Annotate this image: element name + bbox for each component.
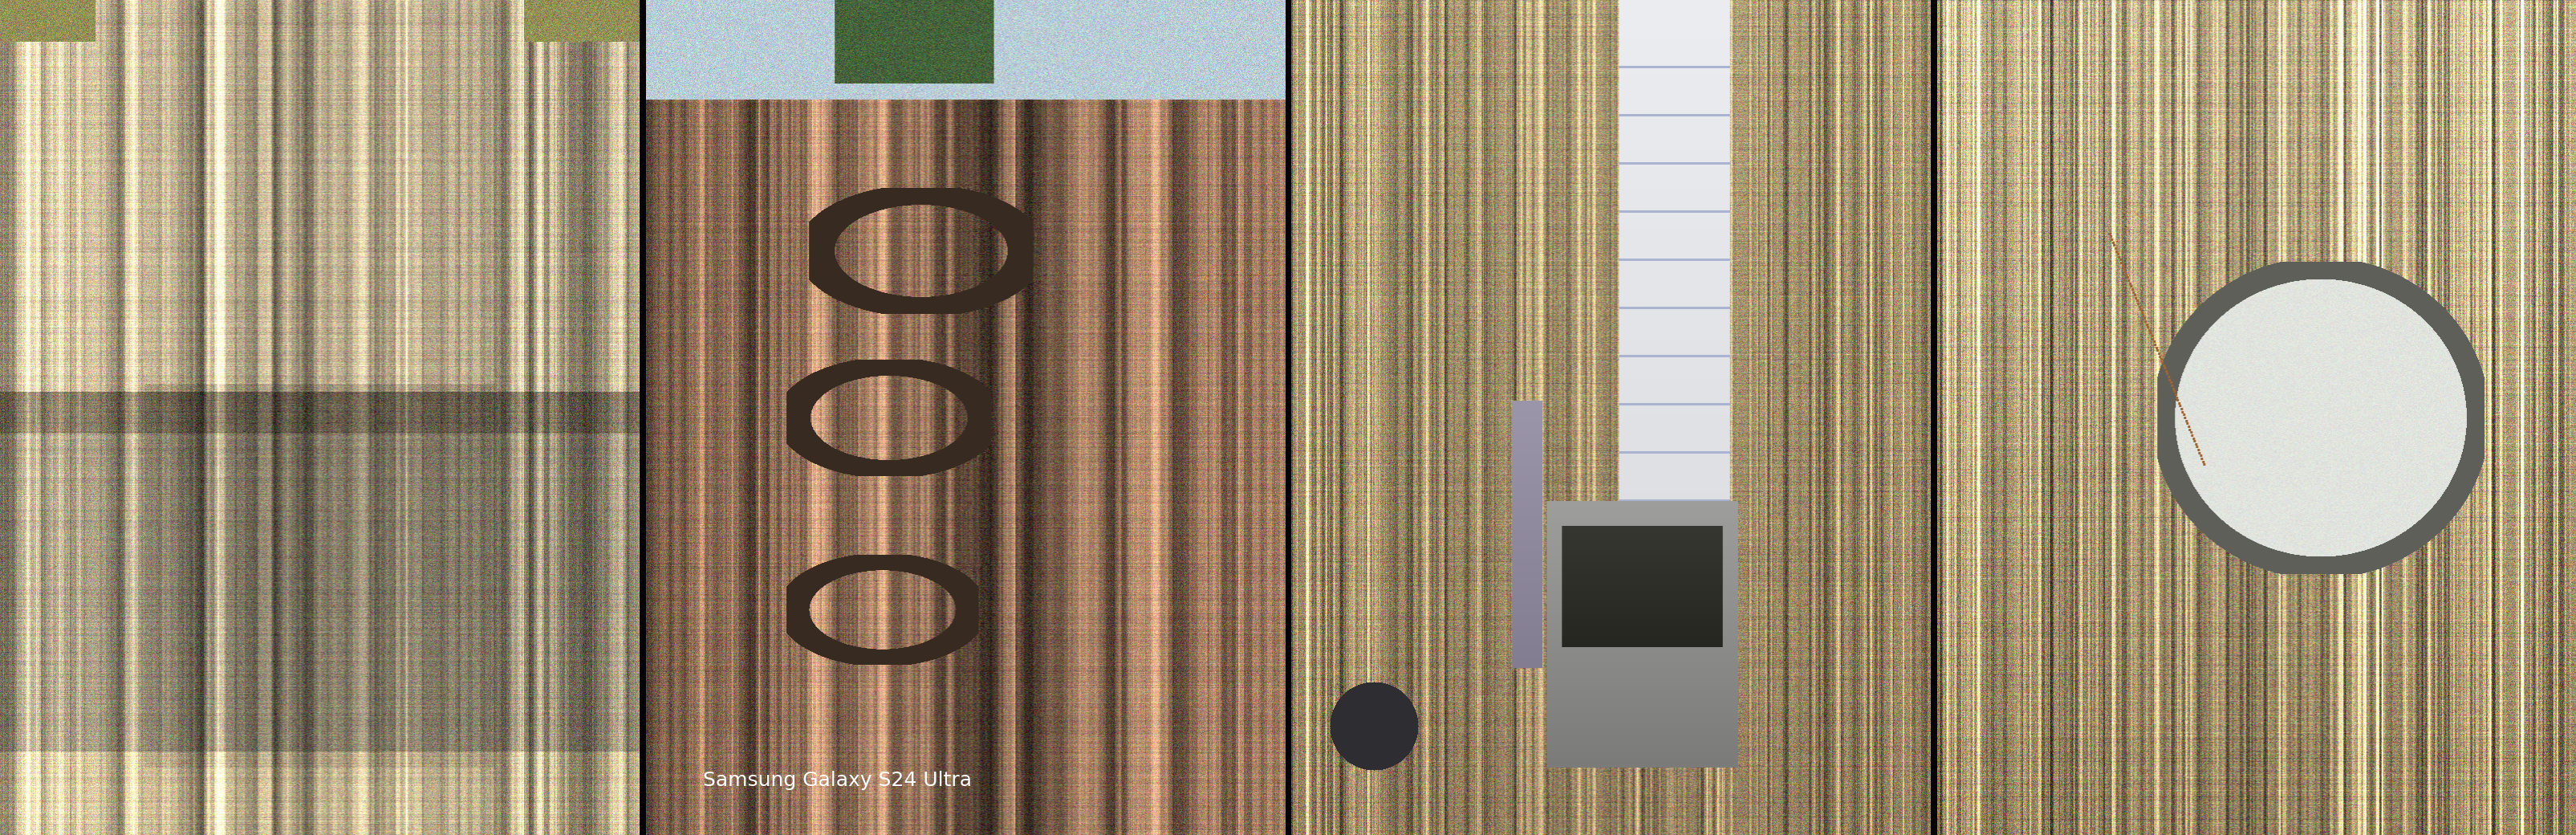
Text: Samsung Galaxy S24 Ultra: Samsung Galaxy S24 Ultra [703, 771, 971, 791]
